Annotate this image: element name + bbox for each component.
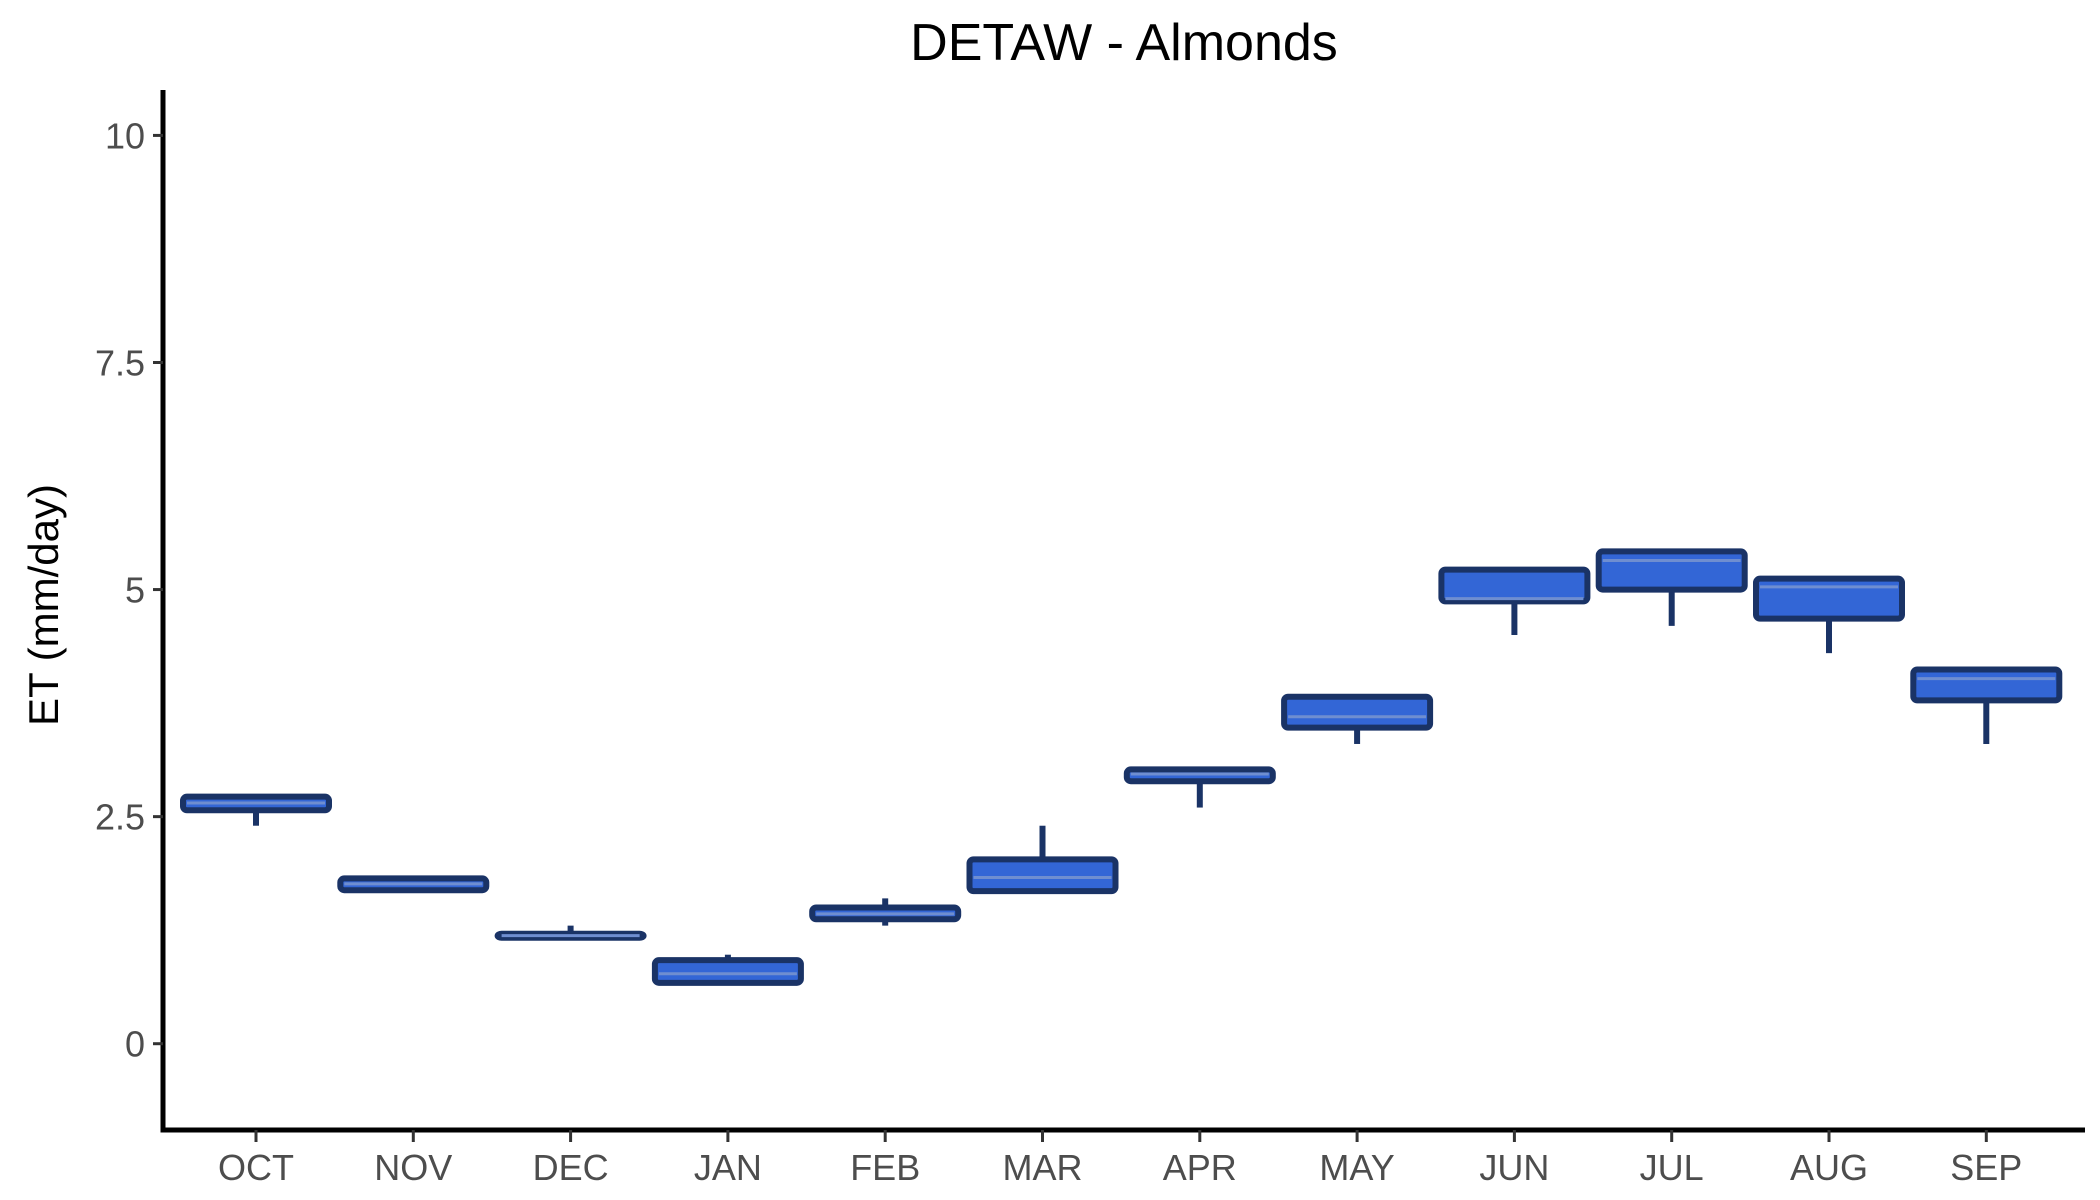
box-jan: [651, 957, 804, 986]
x-tick-label: NOV: [374, 1147, 452, 1188]
x-tick-label: JAN: [694, 1147, 762, 1188]
box-sep: [1910, 666, 2063, 704]
y-axis-label: ET (mm/day): [20, 484, 67, 726]
y-tick-label: 0: [125, 1024, 145, 1065]
x-tick-label: OCT: [218, 1147, 294, 1188]
box-jun: [1438, 566, 1591, 605]
y-tick-label: 10: [105, 115, 145, 156]
x-tick-label: MAR: [1003, 1147, 1083, 1188]
x-tick-label: JUN: [1479, 1147, 1549, 1188]
x-tick-label: MAY: [1319, 1147, 1394, 1188]
y-tick-label: 5: [125, 570, 145, 611]
plot-area: 0 2.5 5 7.5 10 OCT NOV DEC JAN FEB MAR APR MAY JUN JUL…: [95, 90, 2085, 1188]
y-tick-label: 2.5: [95, 797, 145, 838]
x-tick-label: JUL: [1640, 1147, 1704, 1188]
chart-title: DETAW - Almonds: [910, 14, 1338, 72]
x-tick-label: SEP: [1950, 1147, 2022, 1188]
x-tick-label: FEB: [850, 1147, 920, 1188]
box-may: [1281, 693, 1434, 731]
box-mar: [966, 856, 1119, 895]
x-tick-label: APR: [1163, 1147, 1237, 1188]
x-tick-label: AUG: [1790, 1147, 1868, 1188]
y-tick-label: 7.5: [95, 342, 145, 383]
x-tick-label: DEC: [533, 1147, 609, 1188]
box-aug: [1753, 575, 1905, 622]
box-jul: [1595, 548, 1748, 593]
